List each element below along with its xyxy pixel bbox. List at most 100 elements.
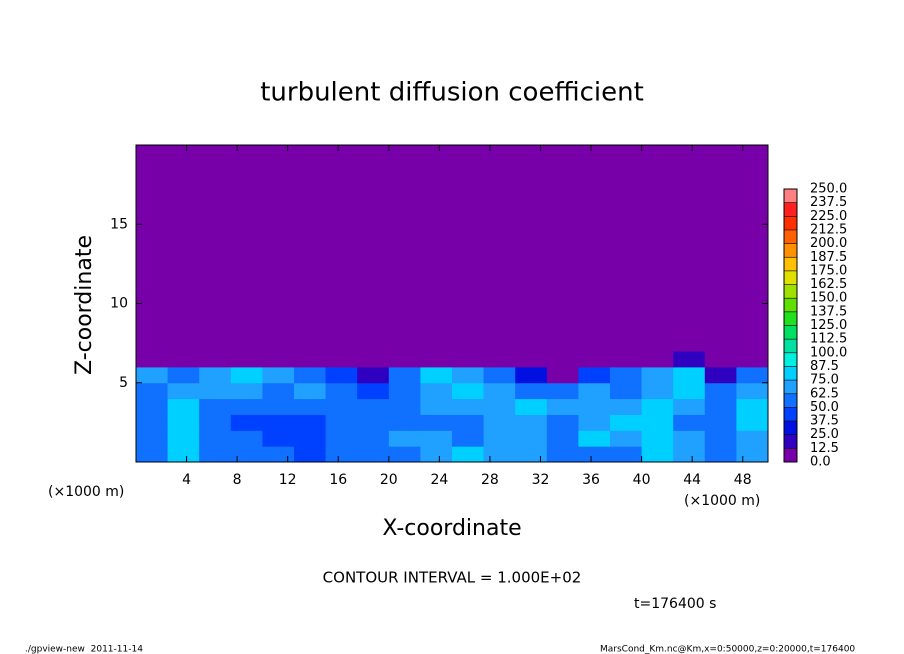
colorbar-band [784,352,797,367]
cell [167,446,200,463]
colorbar-label: 62.5 [810,386,839,401]
cell [673,351,706,368]
cell [641,430,674,447]
x-tick-label: 28 [481,472,499,488]
cell [578,446,611,463]
cell [736,382,769,400]
colorbar-label: 125.0 [810,318,847,333]
y-unit: (×1000 m) [48,484,124,500]
colorbar-band [784,311,797,326]
cell [388,398,421,415]
colorbar-label: 175.0 [810,263,847,278]
cell [641,351,674,368]
cell [578,366,611,384]
y-tick-label: 10 [110,296,128,312]
cell [452,382,485,400]
cell [546,366,579,384]
cell [357,414,390,431]
cell [483,145,516,352]
cell [641,414,674,431]
cell [578,398,611,415]
cell [483,382,516,400]
cell [578,414,611,431]
cell [610,366,643,384]
cell [420,366,453,384]
cell [546,430,579,447]
cell [610,145,643,352]
cell [136,430,169,447]
cell [199,446,232,463]
cell [546,382,579,400]
colorbar-band [784,216,797,230]
cell [199,382,232,400]
y-tick-label: 5 [119,375,128,391]
colorbar-band [784,189,797,203]
cell [325,414,358,431]
cell [167,430,200,447]
cell [483,430,516,447]
x-tick-label: 16 [329,472,347,488]
cell [673,414,706,431]
cell [704,398,737,415]
cell [578,430,611,447]
cell [546,351,579,368]
cell [388,414,421,431]
cell [136,446,169,463]
colorbar-band [784,393,797,408]
colorbar-label: 112.5 [810,332,847,347]
x-tick-label: 20 [380,472,398,488]
colorbar-band [784,448,797,462]
colorbar-label: 150.0 [810,291,847,306]
cell [483,414,516,431]
cell [704,366,737,384]
cell [641,382,674,400]
cell [262,382,295,400]
y-axis-label: Z-coordinate [72,235,97,375]
cell [230,351,263,368]
cell [420,414,453,431]
cell [167,366,200,384]
cell [736,351,769,368]
colorbar-band [784,339,797,353]
x-unit: (×1000 m) [684,493,760,509]
cell [136,398,169,415]
colorbar-label: 162.5 [810,277,847,292]
colorbar-label: 100.0 [810,345,847,360]
cell [388,446,421,463]
cell [388,430,421,447]
cell [230,430,263,447]
colorbar-band [784,243,797,258]
cell [546,414,579,431]
cell [262,446,295,463]
cell [610,414,643,431]
cell [704,430,737,447]
cell [452,398,485,415]
colorbar-label: 25.0 [810,427,839,442]
cell [736,145,769,352]
cell [167,145,200,352]
colorbar-label: 237.5 [810,195,847,210]
cell [230,414,263,431]
cell [357,366,390,384]
colorbar-label: 250.0 [810,182,847,197]
cell [325,446,358,463]
cell [673,145,706,352]
cell [483,398,516,415]
cell [578,351,611,368]
cell [294,382,327,400]
cell [325,398,358,415]
cell [704,446,737,463]
colorbar-band [784,325,797,340]
cell [262,351,295,368]
cell [294,366,327,384]
colorbar-band [784,298,797,312]
x-tick-label: 44 [683,472,701,488]
cell [388,145,421,352]
cell [673,430,706,447]
cell [452,446,485,463]
colorbar-band [784,229,797,244]
cell [452,366,485,384]
cell [641,366,674,384]
